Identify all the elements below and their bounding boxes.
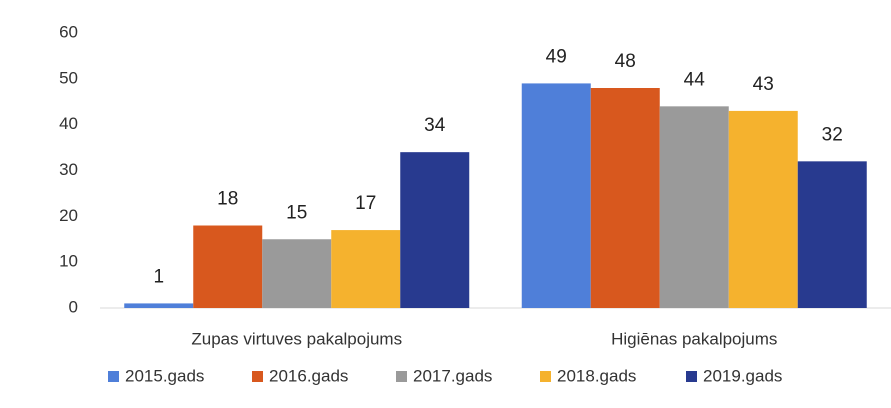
y-tick-label: 10 bbox=[59, 252, 78, 271]
y-tick-label: 60 bbox=[59, 22, 78, 41]
legend-label: 2018.gads bbox=[557, 366, 636, 385]
bar bbox=[124, 303, 194, 308]
legend-swatch bbox=[540, 371, 551, 382]
legend-label: 2019.gads bbox=[703, 366, 782, 385]
y-tick-label: 20 bbox=[59, 206, 78, 225]
value-label: 15 bbox=[286, 202, 307, 223]
x-tick-label: Higiēnas pakalpojums bbox=[611, 329, 777, 348]
bar bbox=[797, 161, 867, 308]
value-label: 1 bbox=[153, 266, 164, 287]
legend-label: 2016.gads bbox=[269, 366, 348, 385]
legend-swatch bbox=[396, 371, 407, 382]
y-tick-label: 30 bbox=[59, 160, 78, 179]
x-tick-label: Zupas virtuves pakalpojums bbox=[191, 329, 402, 348]
bar bbox=[400, 152, 470, 308]
value-label: 44 bbox=[684, 69, 706, 90]
value-label: 18 bbox=[217, 189, 238, 210]
bar bbox=[659, 106, 729, 308]
legend-swatch bbox=[686, 371, 697, 382]
value-label: 17 bbox=[355, 193, 376, 214]
y-tick-label: 0 bbox=[69, 297, 78, 316]
value-label: 32 bbox=[822, 124, 843, 145]
bar bbox=[590, 88, 660, 308]
legend-label: 2017.gads bbox=[413, 366, 492, 385]
legend-swatch bbox=[108, 371, 119, 382]
y-tick-label: 50 bbox=[59, 68, 78, 87]
bar bbox=[728, 110, 798, 309]
legend-swatch bbox=[252, 371, 263, 382]
bar bbox=[193, 225, 263, 308]
value-label: 49 bbox=[546, 46, 567, 67]
value-label: 48 bbox=[615, 51, 636, 72]
y-tick-label: 40 bbox=[59, 114, 78, 133]
bar bbox=[262, 239, 332, 308]
bar bbox=[521, 83, 591, 309]
value-label: 43 bbox=[753, 74, 774, 95]
value-label: 34 bbox=[424, 115, 446, 136]
legend-label: 2015.gads bbox=[125, 366, 204, 385]
bar bbox=[331, 230, 401, 308]
